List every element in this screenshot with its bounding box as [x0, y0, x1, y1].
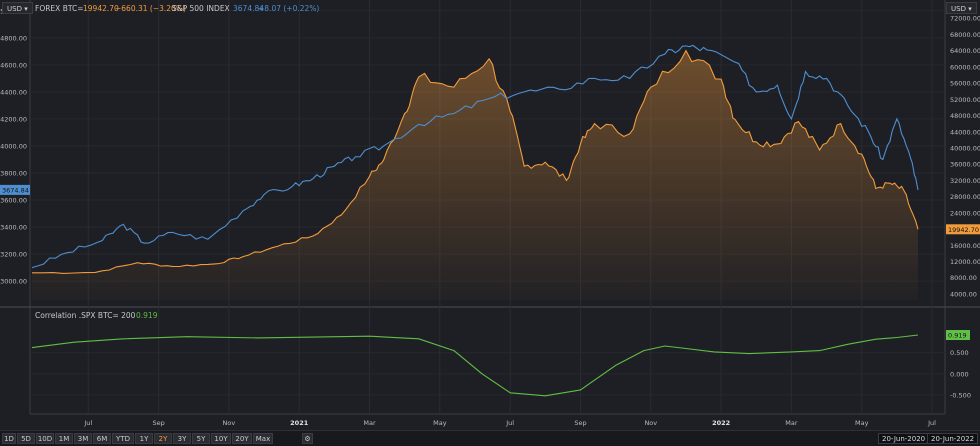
- right-axis-tick-label: 40000.00: [950, 144, 980, 152]
- range-button-1y[interactable]: 1Y: [135, 433, 153, 444]
- range-button-1m[interactable]: 1M: [55, 433, 73, 444]
- x-tick-label: Sep: [152, 419, 164, 427]
- left-axis-tick-label: 3000.00: [0, 278, 27, 286]
- right-axis-tick-label: 16000.00: [950, 242, 980, 250]
- right-axis-tick-label: 64000.00: [950, 47, 980, 55]
- range-toolbar: 1D 5D 10D 1M 3M 6M YTD 1Y 2Y 3Y 5Y 10Y 20Y Max ⚙ 20-J…: [0, 430, 980, 446]
- left-currency-selector[interactable]: USD ▾: [2, 2, 33, 14]
- x-tick-label: Mar: [363, 419, 376, 427]
- range-button-3y[interactable]: 3Y: [173, 433, 191, 444]
- x-tick-label: May: [855, 419, 869, 427]
- range-button-3m[interactable]: 3M: [74, 433, 92, 444]
- x-tick-label: May: [433, 419, 447, 427]
- range-button-1d[interactable]: 1D: [2, 433, 16, 444]
- right-axis-tick-label: 32000.00: [950, 177, 980, 185]
- correlation-axis-tick-label: 0.500: [950, 349, 969, 357]
- x-tick-label: Nov: [644, 419, 657, 427]
- left-axis-tick-label: 3600.00: [0, 197, 27, 205]
- correlation-value: 0.919: [136, 311, 158, 320]
- right-axis-tick-label: 12000.00: [950, 258, 980, 266]
- x-tick-label: 2021: [290, 419, 309, 427]
- btc-series-line: [32, 49, 919, 274]
- right-axis-tick-label: 56000.00: [950, 80, 980, 88]
- range-button-ytd[interactable]: YTD: [112, 433, 134, 444]
- right-axis-tick-label: 44000.00: [950, 128, 980, 136]
- x-tick-label: Jul: [83, 419, 92, 427]
- legend-spx-value: 3674.84: [233, 4, 264, 13]
- right-axis-tick-label: 60000.00: [950, 63, 980, 71]
- gear-icon: ⚙: [304, 435, 311, 443]
- left-axis-tick-label: 3800.00: [0, 169, 27, 177]
- left-axis-tick-label: 4800.00: [0, 34, 27, 42]
- left-axis-tick-label: 3400.00: [0, 224, 27, 232]
- legend-btc-change: −660.31 (−3.20%): [115, 4, 186, 13]
- range-button-6m[interactable]: 6M: [93, 433, 111, 444]
- range-button-5y[interactable]: 5Y: [192, 433, 210, 444]
- range-button-2y[interactable]: 2Y: [154, 433, 172, 444]
- btc-last-value-tag: 19942.70: [948, 226, 979, 234]
- spx-series-line: [31, 44, 919, 269]
- x-tick-label: Sep: [574, 419, 586, 427]
- x-tick-label: Nov: [223, 419, 236, 427]
- legend-header: FOREX BTC= 19942.70 −660.31 (−3.20%) S&P…: [35, 4, 319, 13]
- date-range-end[interactable]: 20-Jun-2022: [927, 433, 979, 444]
- settings-button[interactable]: ⚙: [302, 433, 313, 444]
- range-button-20y[interactable]: 20Y: [232, 433, 252, 444]
- correlation-series-line: [31, 334, 919, 397]
- range-button-10d[interactable]: 10D: [36, 433, 54, 444]
- chart-canvas: Jul Sep Nov 2021 Mar May Jul Sep Nov 2022 Mar May Ju…: [0, 0, 980, 427]
- correlation-axis-tick-label: 0.000: [950, 370, 969, 378]
- range-button-max[interactable]: Max: [253, 433, 273, 444]
- legend-btc-name: FOREX BTC=: [35, 4, 84, 13]
- right-axis-tick-label: 52000.00: [950, 96, 980, 104]
- spx-last-value-tag: 3674.84: [2, 186, 29, 194]
- legend-spx-name: S&P 500 INDEX: [172, 4, 230, 13]
- date-range-start[interactable]: 20-Jun-2020: [878, 433, 930, 444]
- correlation-axis-tick-label: -0.500: [950, 391, 971, 399]
- right-axis-tick-label: 28000.00: [950, 193, 980, 201]
- correlation-last-value-tag: 0.919: [948, 332, 967, 340]
- btc-last-value-tag-bg: [946, 224, 980, 235]
- x-tick-label: Jul: [505, 419, 514, 427]
- left-axis-tick-label: 4400.00: [0, 88, 27, 96]
- x-tick-label: Mar: [785, 419, 798, 427]
- correlation-legend: Correlation .SPX BTC= 200 0.919: [35, 311, 158, 320]
- right-currency-selector[interactable]: USD ▾: [946, 2, 977, 14]
- left-axis-tick-label: 4000.00: [0, 142, 27, 150]
- right-axis-tick-label: 8000.00: [950, 274, 977, 282]
- chevron-down-icon: ▾: [24, 5, 28, 13]
- right-axis-tick-label: 4000.00: [950, 290, 977, 298]
- legend-btc-value: 19942.70: [83, 4, 119, 13]
- chevron-down-icon: ▾: [968, 5, 972, 13]
- right-axis-tick-label: 48000.00: [950, 112, 980, 120]
- left-axis-tick-label: 3200.00: [0, 251, 27, 259]
- right-axis-tick-label: 72000.00: [950, 15, 980, 23]
- right-axis-tick-label: 24000.00: [950, 209, 980, 217]
- legend-spx-change: +8.07 (+0.22%): [258, 4, 319, 13]
- right-axis-tick-label: 36000.00: [950, 161, 980, 169]
- range-button-5d[interactable]: 5D: [17, 433, 35, 444]
- correlation-last-value-tag-bg: [946, 330, 970, 341]
- left-currency-label: USD: [7, 5, 22, 13]
- right-currency-label: USD: [951, 5, 966, 13]
- btc-area-fill: [32, 50, 918, 301]
- x-tick-label: 2022: [712, 419, 730, 427]
- correlation-label: Correlation .SPX BTC= 200: [35, 311, 136, 320]
- x-tick-label: Jul: [927, 419, 936, 427]
- left-axis-tick-label: 4200.00: [0, 115, 27, 123]
- range-button-10y[interactable]: 10Y: [211, 433, 231, 444]
- left-axis-tick-label: 4600.00: [0, 61, 27, 69]
- spx-last-value-tag-bg: [0, 184, 30, 195]
- right-axis-tick-label: 68000.00: [950, 31, 980, 39]
